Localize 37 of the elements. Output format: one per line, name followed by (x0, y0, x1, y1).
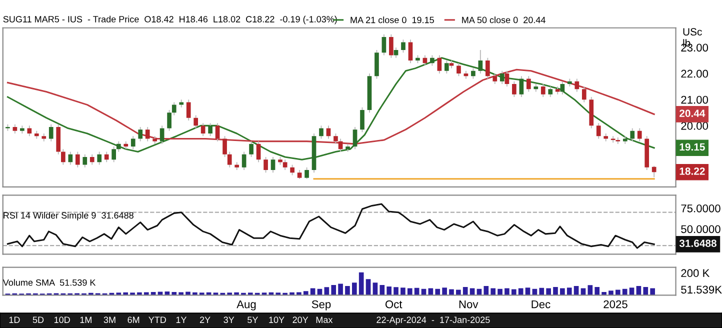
chart-title: SUG11 MAR5 - IUS - Trade Price O18.42 H18.46 L18.02 C18.22 -0.19 (-1.03%) (3, 16, 337, 24)
text: 1D (9, 316, 20, 323)
y-tick-label: 21.00 (681, 96, 708, 104)
y-tick-label: 50.0000 (681, 225, 720, 234)
y-tick-label: 51.539K (681, 286, 722, 294)
legend-label: MA 50 close 0 20.44 (462, 16, 546, 24)
y-tick-label: 200 K (681, 269, 710, 278)
legend-label: MA 21 close 0 19.15 (350, 16, 434, 24)
annotation: 31.6488 (679, 240, 716, 248)
text: 1Y (176, 316, 187, 323)
text: 10D (54, 316, 70, 324)
x-tick-label: Dec (532, 300, 550, 308)
annotation: 18.22 (680, 168, 705, 175)
annotation: 20.44 (680, 110, 706, 117)
x-tick-label: Aug (236, 300, 256, 310)
y-tick-label: 22.00 (681, 70, 708, 78)
y-tick-label: 75.0000 (681, 204, 720, 212)
text: 10Y (269, 316, 284, 324)
text: 1M (80, 316, 92, 323)
x-tick-label: 2025 (604, 300, 628, 308)
y-tick-label: 20.00 (681, 122, 708, 130)
x-tick-label: Nov (459, 300, 478, 308)
text: 5D (32, 316, 44, 324)
text: 3Y (224, 316, 234, 324)
text: 20Y (292, 316, 308, 324)
text: 2Y (200, 316, 210, 323)
text: YTD (148, 316, 166, 323)
x-tick-label: Sep (312, 300, 331, 310)
text: Volume SMA 51.539 K (2, 279, 96, 286)
annotation: 19.15 (680, 143, 705, 151)
text: Max (316, 316, 333, 324)
x-tick-label: Oct (385, 300, 402, 308)
text: 6M (128, 316, 140, 324)
text: 22-Apr-2024 - 17-Jan-2025 (376, 316, 490, 325)
text: 5Y (248, 316, 258, 324)
text: RSI 14 Wilder Simple 9 31.6488 (4, 212, 134, 220)
text: 3M (104, 316, 116, 324)
